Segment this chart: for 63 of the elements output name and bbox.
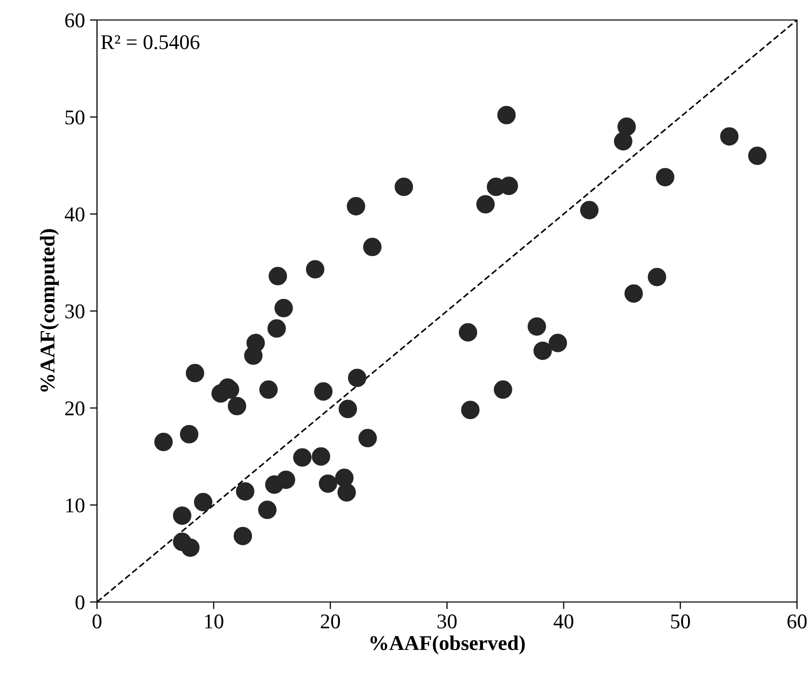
point [228, 396, 246, 416]
point [246, 334, 265, 352]
y-tick-label: 10 [66, 498, 84, 512]
point [236, 482, 254, 501]
y-tick-label: 50 [66, 110, 84, 124]
point [306, 260, 324, 278]
point [259, 380, 278, 399]
point [500, 176, 518, 196]
point [186, 364, 204, 382]
point [580, 200, 599, 220]
point [267, 319, 286, 338]
y-axis-title: %AAF(computed) [40, 229, 59, 392]
x-axis-title: %AAF(observed) [370, 635, 525, 654]
x-tick-label: 40 [554, 614, 574, 628]
point [258, 500, 277, 520]
point [180, 424, 198, 444]
x-tick-label: 10 [205, 614, 224, 628]
point [337, 483, 356, 502]
x-tick-label: 50 [671, 614, 690, 628]
point [363, 238, 382, 256]
point [154, 432, 173, 452]
point [318, 474, 338, 493]
point [497, 106, 516, 124]
point [476, 195, 495, 214]
point [617, 118, 636, 136]
y-tick-label: 60 [65, 13, 84, 28]
point [358, 428, 377, 448]
point [748, 146, 767, 165]
point [181, 538, 200, 557]
point [194, 492, 212, 512]
point [348, 368, 366, 388]
point [656, 168, 674, 186]
y-tick-label: 30 [65, 304, 84, 318]
x-tick-label: 60 [787, 614, 807, 628]
point [720, 127, 739, 146]
point [461, 400, 480, 420]
point [234, 526, 252, 546]
point [268, 266, 288, 286]
point [458, 323, 478, 342]
point [494, 380, 512, 399]
y-tick-label: 20 [65, 401, 84, 416]
point [274, 298, 293, 318]
y-tick-label: 0 [76, 595, 84, 610]
annotation: R² = 0.5406 [101, 35, 200, 50]
point [548, 334, 568, 352]
point [276, 470, 296, 489]
y-tick-label: 40 [64, 207, 84, 222]
point [346, 197, 366, 216]
point [648, 268, 666, 286]
x-tick-label: 30 [438, 614, 457, 628]
point [314, 382, 333, 401]
point [293, 448, 312, 467]
point [528, 317, 546, 336]
point [394, 178, 414, 196]
x-tick-label: 20 [320, 614, 340, 628]
point [338, 400, 358, 418]
point [614, 132, 632, 150]
point [624, 284, 643, 303]
point [335, 468, 354, 488]
x-tick-label: 0 [92, 614, 102, 628]
point [533, 342, 552, 360]
point [312, 447, 330, 466]
point [172, 506, 192, 525]
